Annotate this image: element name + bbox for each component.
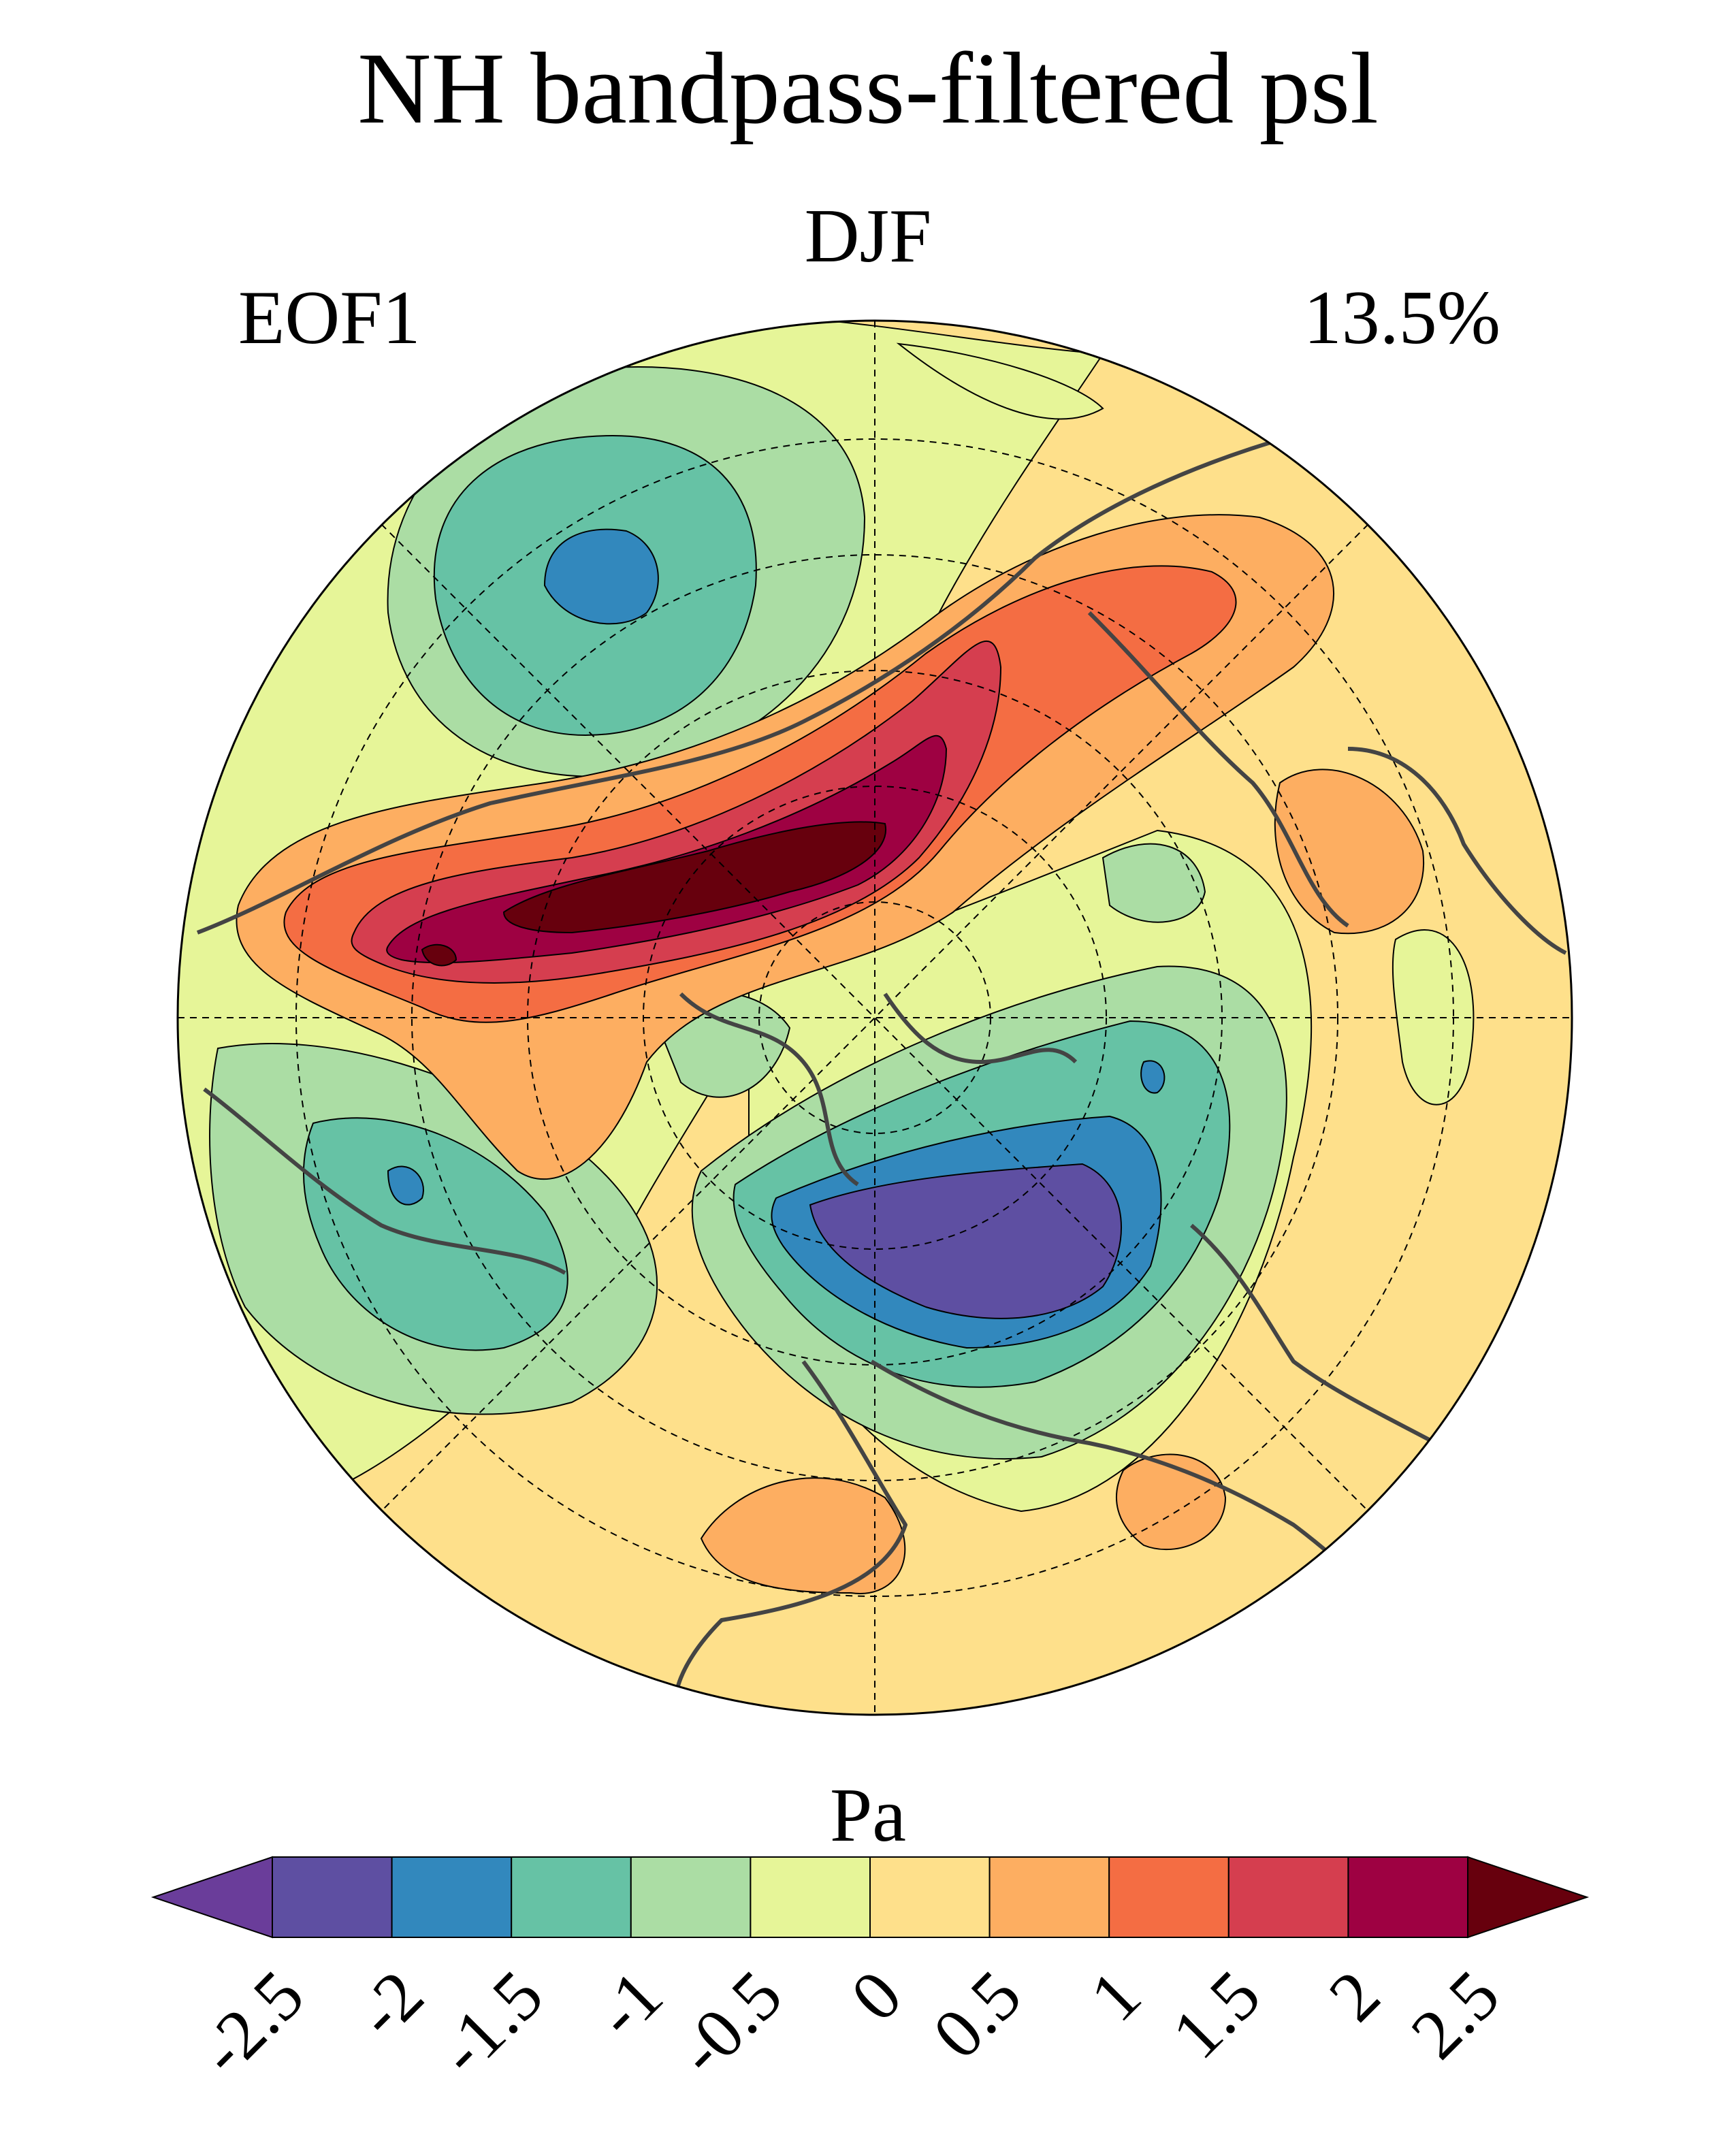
colorbar-swatch [630,1856,752,1938]
colorbar-tick-label: -1.5 [423,1956,558,2091]
colorbar-tick-label: -2 [341,1956,438,2053]
colorbar-swatch [869,1856,991,1938]
colorbar-swatch [391,1856,513,1938]
colorbar-tick-label: 1 [1075,1956,1155,2036]
colorbar-swatch [988,1856,1110,1938]
colorbar-swatch [511,1856,632,1938]
colorbar-tick-label: -1 [581,1956,678,2053]
colorbar-swatch [1108,1856,1229,1938]
colorbar-tick-label: 1.5 [1157,1956,1275,2073]
contour-field [178,321,1572,1715]
colorbar-tick-label: 2 [1315,1956,1395,2036]
season-label: DJF [804,194,932,278]
colorbar-tick-label: 0.5 [918,1956,1036,2073]
colorbar-swatch [1347,1856,1469,1938]
eof-mode-label: EOF1 [238,276,421,360]
map-boundary [176,319,1573,1716]
colorbar-tick-label: 0 [836,1956,916,2036]
colorbar-swatch [272,1856,393,1938]
colorbar-tick-label: -0.5 [662,1956,797,2091]
colorbar-tick-label: -2.5 [184,1956,319,2091]
colorbar-units-label: Pa [830,1773,906,1858]
variance-explained-label: 13.5% [1303,276,1500,360]
colorbar-extend-over [1467,1856,1590,1939]
colorbar-swatch [1227,1856,1349,1938]
colorbar-swatch [750,1856,871,1938]
colorbar-tick-label: 2.5 [1396,1956,1514,2073]
colorbar-extend-under [150,1856,273,1939]
contour-fill-neg2.5-to-neg2 [809,1163,1123,1319]
chart-title: NH bandpass-filtered psl [357,32,1379,145]
polar-map [176,319,1573,1716]
